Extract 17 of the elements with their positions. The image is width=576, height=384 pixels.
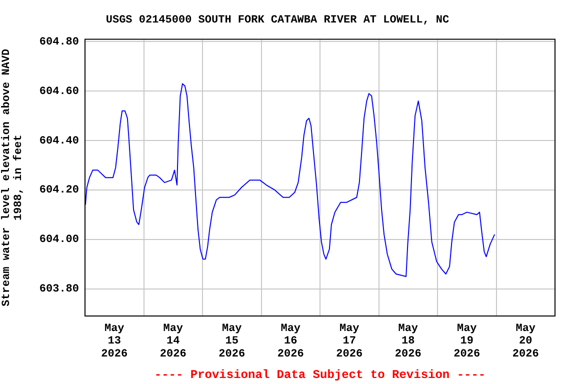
y-tick-label: 603.80 bbox=[39, 284, 79, 296]
x-tick-label: May 18 2026 bbox=[394, 323, 422, 360]
chart-title: USGS 02145000 SOUTH FORK CATAWBA RIVER AT LOWELL, NC bbox=[106, 14, 450, 26]
y-tick-label: 604.60 bbox=[39, 86, 79, 98]
x-tick-label: May 19 2026 bbox=[454, 323, 480, 360]
x-tick-label: May 15 2026 bbox=[218, 323, 246, 360]
x-tick-label: May 20 2026 bbox=[512, 323, 539, 360]
x-tick-label: May 14 2026 bbox=[160, 323, 186, 360]
y-tick-label: 604.40 bbox=[39, 135, 79, 148]
x-tick-label: May 13 2026 bbox=[101, 323, 128, 360]
text: ---- Provisional Data Subject to Revision ---- bbox=[154, 368, 486, 382]
y-tick-label: 604.80 bbox=[39, 36, 79, 48]
y-tick-label: 604.00 bbox=[39, 234, 79, 246]
x-tick-label: May 16 2026 bbox=[277, 323, 304, 360]
x-tick-label: May 17 2026 bbox=[336, 323, 363, 360]
y-axis-title: Stream water level elevation above NAVD 1988, in feet bbox=[0, 48, 25, 306]
y-tick-label: 604.20 bbox=[39, 184, 79, 197]
